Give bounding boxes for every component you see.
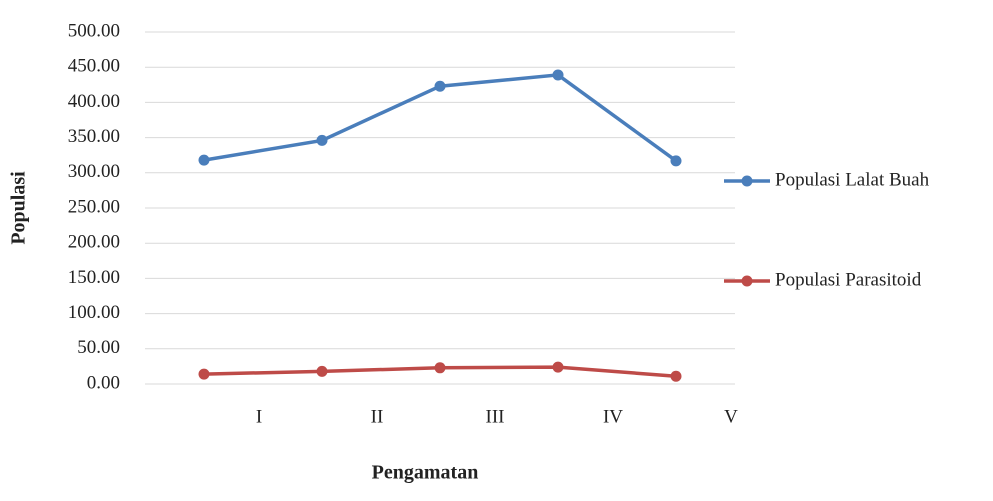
- x-tick-label: I: [256, 406, 262, 427]
- data-point: [434, 80, 446, 92]
- y-tick-label: 50.00: [77, 337, 120, 358]
- data-point: [198, 368, 210, 380]
- data-point: [198, 154, 210, 166]
- y-tick-label: 0.00: [87, 372, 120, 393]
- data-point: [670, 370, 682, 382]
- legend-marker: [741, 175, 753, 187]
- y-tick-label: 500.00: [68, 20, 120, 41]
- x-axis-title: Pengamatan: [372, 462, 479, 484]
- y-tick-label: 350.00: [68, 126, 120, 147]
- y-tick-label: 450.00: [68, 56, 120, 77]
- y-axis-title: Populasi: [8, 171, 30, 245]
- x-tick-label: III: [486, 406, 505, 427]
- data-point: [552, 361, 564, 373]
- y-tick-label: 150.00: [68, 267, 120, 288]
- data-point: [434, 362, 446, 374]
- x-tick-label: V: [724, 406, 738, 427]
- y-tick-label: 250.00: [68, 196, 120, 217]
- legend-marker: [741, 275, 753, 287]
- x-tick-label: IV: [603, 406, 623, 427]
- legend-label: Populasi Lalat Buah: [775, 169, 930, 190]
- x-tick-label: II: [371, 406, 384, 427]
- y-tick-label: 200.00: [68, 232, 120, 253]
- data-point: [552, 69, 564, 81]
- y-tick-label: 300.00: [68, 161, 120, 182]
- legend-label: Populasi Parasitoid: [775, 269, 922, 290]
- data-point: [670, 155, 682, 167]
- data-point: [316, 365, 328, 377]
- data-point: [316, 134, 328, 146]
- y-tick-label: 400.00: [68, 91, 120, 112]
- y-tick-label: 100.00: [68, 302, 120, 323]
